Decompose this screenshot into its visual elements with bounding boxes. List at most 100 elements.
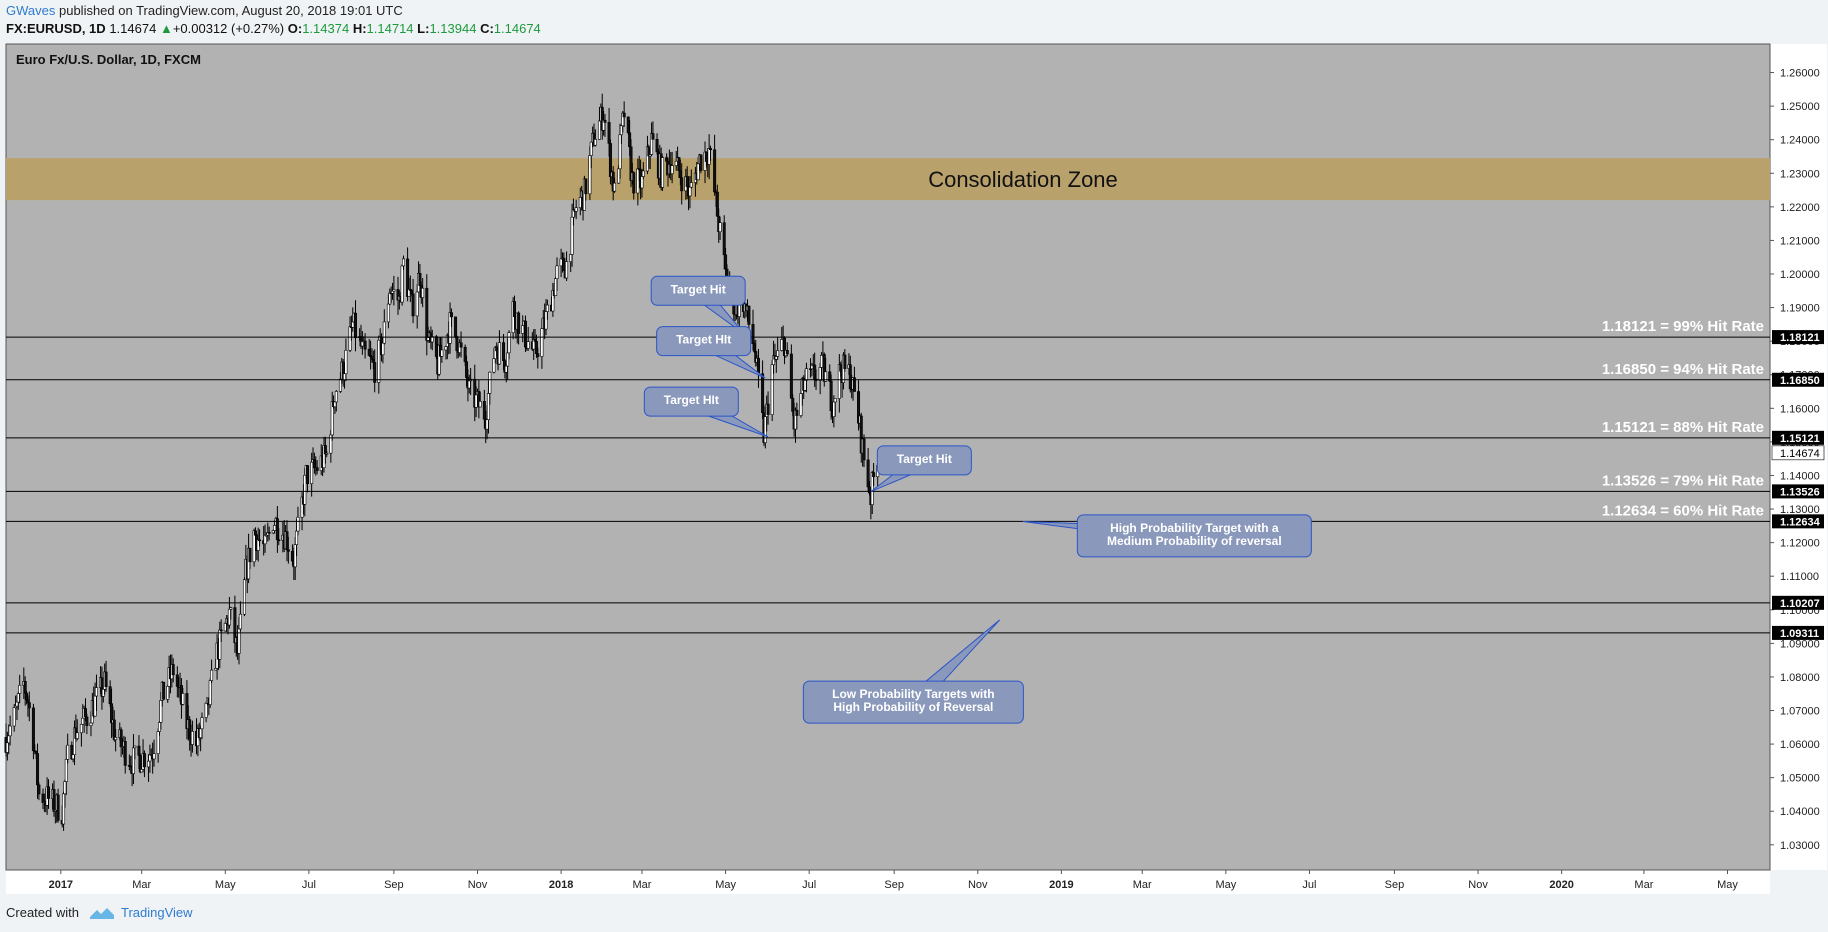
- candle-body: [603, 119, 607, 123]
- candle-body: [678, 170, 682, 179]
- candle-body: [785, 349, 789, 355]
- candle-body: [94, 687, 98, 697]
- last-price: 1.14674: [109, 21, 157, 36]
- candle-body: [820, 354, 824, 368]
- candle-body: [574, 207, 578, 212]
- candle-body: [613, 182, 617, 192]
- candle-body: [296, 516, 300, 532]
- candle-body: [799, 393, 803, 416]
- y-tick-label: 1.23000: [1780, 168, 1820, 180]
- high-value: 1.14714: [366, 21, 414, 36]
- candle-body: [517, 312, 521, 334]
- candle-body: [131, 747, 135, 775]
- candle-body: [46, 786, 50, 799]
- candle-body: [507, 332, 511, 354]
- candle-body: [504, 365, 508, 373]
- y-tick-label: 1.05000: [1780, 773, 1820, 785]
- candle-body: [455, 336, 459, 352]
- open-label: O:: [287, 21, 303, 36]
- x-tick-label: 2019: [1049, 879, 1073, 891]
- callout-box: [650, 275, 746, 306]
- candle-body: [277, 539, 281, 542]
- callout-box: [876, 445, 972, 476]
- candle-body: [752, 343, 756, 352]
- candle-body: [89, 722, 93, 726]
- callout-text: Medium Probability of reversal: [1107, 534, 1282, 548]
- candle-body: [391, 290, 395, 294]
- candle-body: [79, 723, 83, 734]
- candle-body: [626, 116, 630, 134]
- candle-body: [421, 287, 425, 298]
- x-tick-label: May: [215, 879, 236, 891]
- tradingview-link[interactable]: TradingView: [120, 905, 193, 920]
- candle-body: [852, 377, 856, 392]
- candle-body: [665, 157, 669, 162]
- candle-body: [238, 613, 242, 630]
- level-price-label: 1.18121: [1780, 332, 1820, 344]
- level-price-tag: [1772, 595, 1824, 610]
- candle-body: [818, 367, 822, 381]
- candle-body: [718, 222, 722, 233]
- callout-text: Low Probability Targets with: [832, 687, 994, 701]
- candle-body: [200, 717, 204, 730]
- candle-body: [486, 393, 490, 421]
- level-price-tag: [1772, 484, 1824, 499]
- candle-body: [843, 354, 847, 369]
- candle-body: [713, 149, 717, 193]
- candle-body: [271, 530, 275, 534]
- candle-body: [34, 751, 38, 754]
- candle-body: [166, 685, 170, 700]
- callout-text: Target HIt: [664, 393, 719, 407]
- candle-body: [803, 379, 807, 391]
- candle-body: [119, 729, 123, 748]
- created-with-text: Created with: [6, 905, 79, 920]
- candle-body: [685, 176, 689, 187]
- candle-body: [593, 138, 597, 146]
- y-tick-label: 1.06000: [1780, 739, 1820, 751]
- candle-body: [267, 532, 271, 534]
- level-price-tag: [1772, 430, 1824, 445]
- level-price-label: 1.13526: [1780, 486, 1820, 498]
- candle-body: [492, 358, 496, 373]
- candle-body: [562, 257, 566, 271]
- candle-body: [674, 160, 678, 166]
- candle-body: [434, 336, 438, 357]
- candle-body: [425, 287, 429, 341]
- candle-body: [722, 222, 726, 256]
- candle-body: [588, 155, 592, 195]
- candle-body: [140, 769, 144, 773]
- candle-body: [64, 759, 68, 782]
- candle-body: [747, 305, 751, 325]
- candle-body: [870, 472, 874, 505]
- candle-body: [312, 459, 316, 469]
- candle-body: [386, 303, 390, 323]
- published-text: published on TradingView.com, August 20,…: [58, 3, 403, 18]
- candle-body: [101, 689, 105, 697]
- y-tick-label: 1.24000: [1780, 135, 1820, 147]
- x-tick-label: Mar: [632, 879, 651, 891]
- candle-body: [208, 680, 212, 705]
- candle-body: [677, 157, 681, 171]
- y-tick-label: 1.19000: [1780, 303, 1820, 315]
- level-price-label: 1.09311: [1780, 628, 1819, 640]
- candle-body: [696, 163, 700, 181]
- level-price-label: 1.15121: [1780, 433, 1820, 445]
- candle-body: [382, 321, 386, 344]
- candle-body: [16, 693, 20, 703]
- candle-body: [454, 316, 458, 337]
- y-tick-label: 1.04000: [1780, 806, 1820, 818]
- candle-body: [448, 312, 452, 344]
- candle-body: [559, 258, 563, 267]
- candle-body: [363, 340, 367, 350]
- last-price-tag: [1771, 445, 1825, 461]
- candle-body: [123, 741, 127, 766]
- author-link[interactable]: GWaves: [6, 3, 56, 18]
- tradingview-logo-icon: [89, 907, 114, 919]
- candle-body: [862, 438, 866, 461]
- candle-body: [776, 350, 780, 357]
- candle-body: [62, 793, 66, 825]
- candle-body: [449, 312, 453, 318]
